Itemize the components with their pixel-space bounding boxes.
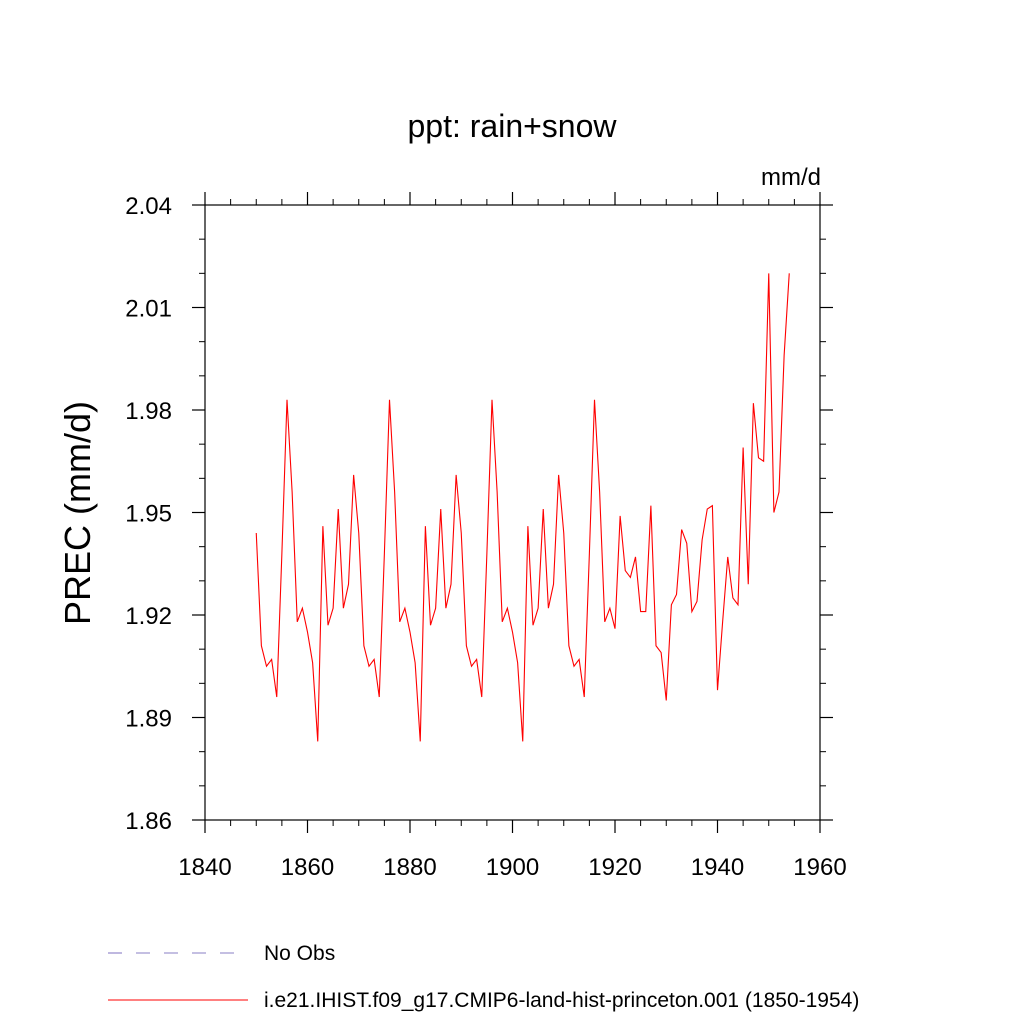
x-tick-label: 1940 bbox=[691, 854, 744, 881]
legend: No Obs i.e21.IHIST.f09_g17.CMIP6-land-his… bbox=[108, 942, 859, 1012]
y-axis-label: PREC (mm/d) bbox=[57, 401, 98, 625]
y-tick-label: 1.89 bbox=[125, 706, 172, 733]
series-line-1 bbox=[255, 273, 790, 742]
x-tick-label: 1900 bbox=[486, 854, 539, 881]
x-tick-label: 1840 bbox=[178, 854, 231, 881]
y-tick-label: 1.86 bbox=[125, 808, 172, 835]
tick-marks bbox=[192, 192, 833, 833]
x-tick-label: 1860 bbox=[281, 854, 334, 881]
chart-title: ppt: rain+snow bbox=[407, 108, 617, 144]
plot-series bbox=[255, 273, 790, 742]
plot-frame bbox=[204, 204, 821, 821]
y-tick-label: 2.01 bbox=[125, 296, 172, 323]
y-tick-label: 1.95 bbox=[125, 501, 172, 528]
x-tick-labels: 1840 1860 1880 1900 1920 1940 1960 bbox=[178, 854, 846, 881]
legend-label-1: i.e21.IHIST.f09_g17.CMIP6-land-hist-prin… bbox=[264, 989, 859, 1012]
axes bbox=[204, 204, 821, 821]
x-tick-label: 1920 bbox=[588, 854, 641, 881]
x-tick-label: 1960 bbox=[793, 854, 846, 881]
y-tick-label: 1.98 bbox=[125, 398, 172, 425]
y-tick-label: 2.04 bbox=[125, 193, 172, 220]
x-tick-label: 1880 bbox=[383, 854, 436, 881]
y-tick-labels: 1.86 1.89 1.92 1.95 1.98 2.01 2.04 bbox=[125, 193, 172, 835]
units-label: mm/d bbox=[761, 164, 821, 191]
legend-label-0: No Obs bbox=[264, 942, 335, 965]
y-tick-label: 1.92 bbox=[125, 603, 172, 630]
